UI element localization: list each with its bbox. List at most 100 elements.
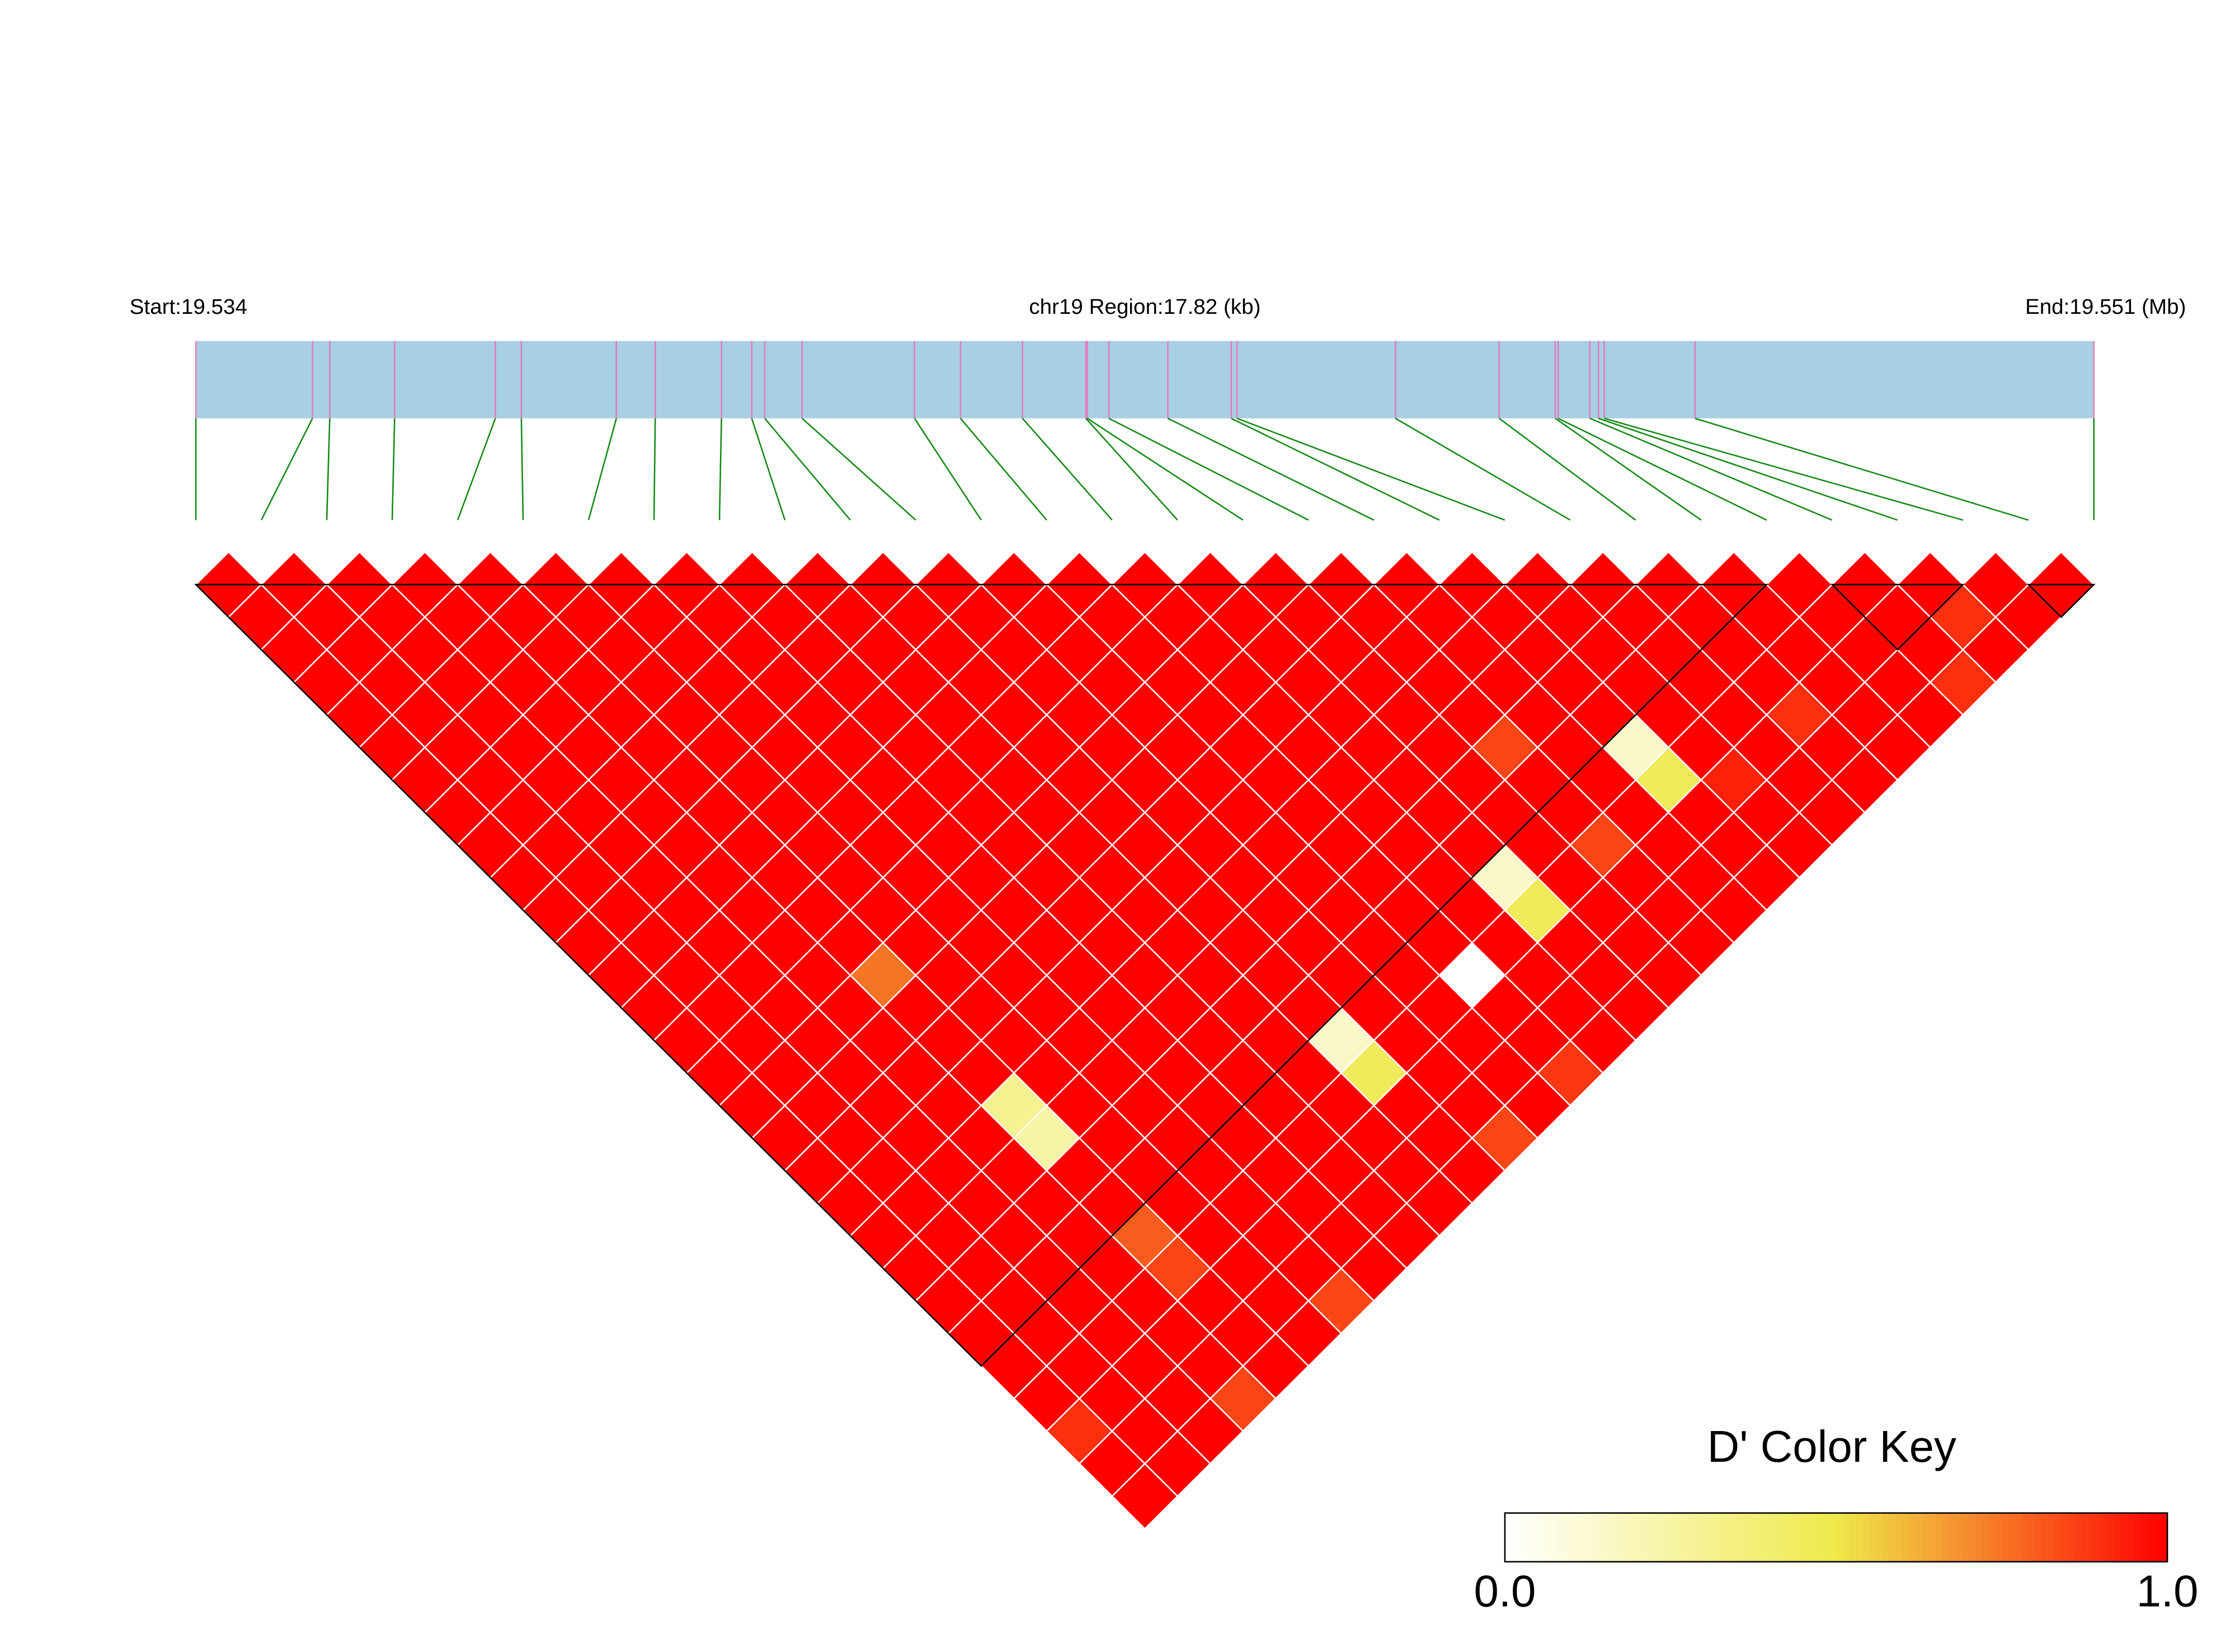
color-key-step <box>1604 1513 1612 1562</box>
color-key-step <box>2028 1513 2036 1562</box>
color-key-step <box>1544 1513 1552 1562</box>
color-key-step <box>1975 1513 1983 1562</box>
color-key-step <box>1982 1513 1989 1562</box>
snp-link <box>1022 418 1113 521</box>
color-key-step <box>1763 1513 1771 1562</box>
snp-link <box>391 418 396 520</box>
region-label: chr19 Region:17.82 (kb) <box>1029 295 1260 319</box>
color-key-step <box>2035 1513 2043 1562</box>
color-key-step <box>2094 1513 2102 1562</box>
color-key-step <box>2140 1513 2148 1562</box>
color-key-step <box>1968 1513 1976 1562</box>
ld-block <box>2026 583 2096 618</box>
snp-link <box>1231 417 1440 521</box>
color-key-step <box>1611 1513 1618 1562</box>
snp-link <box>751 418 786 521</box>
color-key-step <box>2081 1513 2089 1562</box>
color-key-step <box>1524 1513 1532 1562</box>
color-key-step <box>1743 1513 1751 1562</box>
color-key-step <box>1988 1513 1996 1562</box>
color-key-step <box>1730 1513 1738 1562</box>
color-key-step <box>2008 1513 2016 1562</box>
color-key-step <box>1630 1513 1639 1562</box>
snp-link <box>326 418 331 520</box>
color-key-step <box>2127 1513 2135 1562</box>
snp-link <box>1589 417 1833 521</box>
color-key-step <box>1538 1513 1546 1562</box>
snp-link <box>914 418 982 521</box>
color-key-step <box>1624 1513 1632 1562</box>
color-key-title: D' Color Key <box>1707 1422 1956 1471</box>
color-key-step <box>1710 1513 1718 1562</box>
color-key-step <box>1916 1513 1923 1562</box>
color-key-label: 1.0 <box>2137 1566 2199 1616</box>
color-key-step <box>1683 1513 1691 1562</box>
color-key-step <box>1803 1513 1810 1562</box>
color-key-step <box>2061 1513 2069 1562</box>
start-label: Start:19.534 <box>130 295 247 319</box>
color-key-step <box>1637 1513 1645 1562</box>
color-key-step <box>1697 1513 1705 1562</box>
color-key-step <box>1942 1513 1950 1562</box>
color-key-step <box>2054 1513 2062 1562</box>
color-key-step <box>1737 1513 1744 1562</box>
color-key-step <box>1809 1513 1817 1562</box>
color-key-step <box>1816 1513 1824 1562</box>
color-key-step <box>1995 1513 2003 1562</box>
snp-link <box>1598 417 1898 521</box>
color-key-step <box>1889 1513 1897 1562</box>
color-key-step <box>1756 1513 1765 1562</box>
color-key-step <box>1955 1513 1963 1562</box>
color-key-step <box>2041 1513 2049 1562</box>
color-key-step <box>1723 1513 1731 1562</box>
color-key-step <box>1895 1513 1903 1562</box>
color-key-step <box>1783 1513 1791 1562</box>
snp-link <box>1558 417 1767 521</box>
color-key-step <box>1531 1513 1539 1562</box>
color-key-step <box>2154 1513 2162 1562</box>
snp-link <box>718 418 722 520</box>
color-key-step <box>1584 1513 1592 1562</box>
color-key-step <box>1935 1513 1943 1562</box>
color-key-step <box>1836 1513 1844 1562</box>
snp-link <box>1167 417 1375 521</box>
ld-block <box>194 583 1768 1367</box>
color-key-step <box>1750 1513 1758 1562</box>
region-bar <box>196 341 2094 418</box>
color-key-step <box>1551 1513 1559 1562</box>
color-key-step <box>1961 1513 1970 1562</box>
color-key-step <box>1657 1513 1665 1562</box>
color-key-step <box>1823 1513 1831 1562</box>
color-key-step <box>2114 1513 2122 1562</box>
color-key-step <box>2001 1513 2010 1562</box>
snp-link <box>1085 417 1178 521</box>
color-key-step <box>1862 1513 1870 1562</box>
snp-link <box>1498 417 1636 521</box>
color-key-step <box>1670 1513 1678 1562</box>
color-key-step <box>1558 1513 1565 1562</box>
color-key-step <box>1617 1513 1625 1562</box>
color-key-step <box>1716 1513 1724 1562</box>
snp-link <box>1604 417 1964 521</box>
color-key-step <box>1690 1513 1698 1562</box>
color-key-frame <box>1504 1512 2168 1562</box>
color-key-step <box>1664 1513 1672 1562</box>
snp-link <box>653 418 656 520</box>
snp-link <box>1695 417 2029 521</box>
color-key-step <box>1949 1513 1956 1562</box>
snp-link <box>1555 417 1702 521</box>
ld-block <box>1830 583 1965 651</box>
color-key-step <box>2015 1513 2022 1562</box>
color-key-step <box>2048 1513 2056 1562</box>
color-key-step <box>2147 1513 2155 1562</box>
color-key-step <box>1591 1513 1598 1562</box>
snp-link <box>260 418 313 521</box>
color-key-step <box>1829 1513 1837 1562</box>
color-key-step <box>1776 1513 1784 1562</box>
color-key-step <box>1796 1513 1804 1562</box>
color-key-step <box>2107 1513 2115 1562</box>
color-key-step <box>1928 1513 1936 1562</box>
color-key-step <box>2134 1513 2142 1562</box>
